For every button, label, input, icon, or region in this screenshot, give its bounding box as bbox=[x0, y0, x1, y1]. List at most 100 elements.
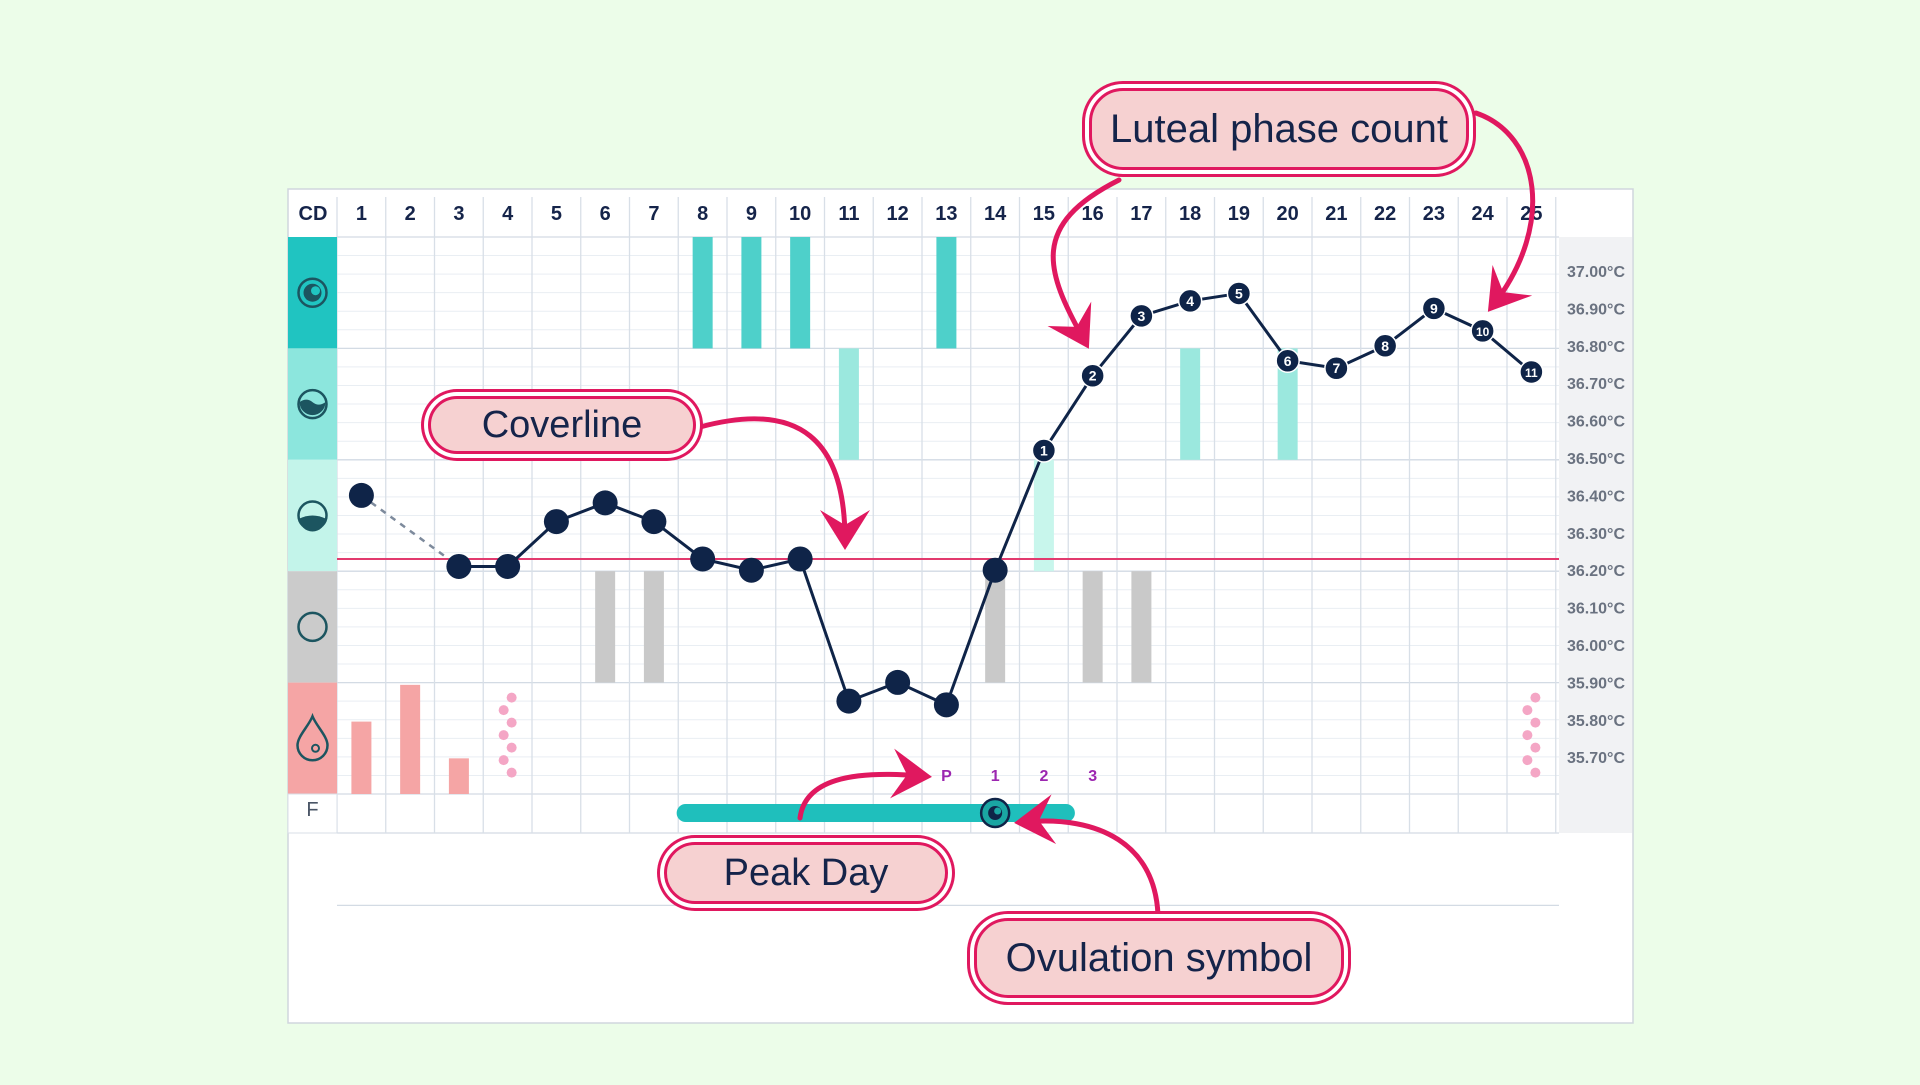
temperature-point bbox=[1031, 438, 1057, 463]
cycle-day-label: 20 bbox=[1277, 203, 1299, 225]
row-header-label: CD bbox=[299, 203, 328, 225]
bleeding-bar bbox=[351, 721, 372, 794]
spotting-dot bbox=[506, 717, 517, 728]
peak-day-label: 2 bbox=[1039, 768, 1048, 785]
cycle-day-label: 17 bbox=[1130, 203, 1152, 225]
temperature-tick-label: 35.90°C bbox=[1567, 675, 1625, 692]
row-header-cell bbox=[288, 682, 337, 794]
temperature-point bbox=[885, 669, 911, 695]
luteal-count-label: 9 bbox=[1430, 300, 1438, 316]
temperature-point bbox=[1129, 303, 1154, 329]
bleeding-bar bbox=[400, 684, 421, 794]
temperature-tick-label: 36.90°C bbox=[1567, 301, 1625, 318]
temperature-tick-label: 36.70°C bbox=[1567, 376, 1625, 393]
cycle-day-label: 7 bbox=[648, 203, 659, 225]
luteal-count-label: 4 bbox=[1186, 293, 1194, 309]
spotting-dot bbox=[498, 755, 509, 766]
temperature-tick-label: 36.50°C bbox=[1567, 451, 1625, 468]
temperature-point bbox=[690, 546, 716, 572]
cycle-day-label: 14 bbox=[984, 203, 1007, 225]
drop-inner-dot bbox=[311, 743, 320, 753]
cycle-day-label: 15 bbox=[1033, 203, 1055, 225]
temperature-point bbox=[348, 482, 374, 508]
peak-day-label: 3 bbox=[1088, 768, 1097, 785]
temperature-point bbox=[738, 557, 764, 583]
cycle-day-label: 16 bbox=[1082, 203, 1104, 225]
cycle-day-label: 5 bbox=[551, 203, 562, 225]
temperature-point bbox=[1080, 363, 1105, 388]
observation-bar bbox=[1033, 459, 1054, 572]
luteal-count-label: 3 bbox=[1138, 308, 1146, 324]
temperature-tick-label: 36.10°C bbox=[1567, 601, 1625, 618]
cycle-day-label: 4 bbox=[502, 203, 514, 225]
cycle-day-label: 22 bbox=[1374, 203, 1396, 225]
spotting-dot bbox=[1530, 742, 1541, 753]
cycle-day-label: 6 bbox=[600, 203, 611, 225]
callout-coverline-label: Coverline bbox=[481, 403, 643, 446]
temperature-point bbox=[1421, 296, 1447, 321]
temperature-point bbox=[1324, 355, 1349, 381]
annotation-arrow bbox=[1473, 110, 1536, 312]
temperature-point bbox=[1519, 359, 1544, 385]
spotting-dot bbox=[506, 742, 517, 753]
temperature-tick-label: 36.80°C bbox=[1567, 339, 1625, 356]
luteal-count-label: 7 bbox=[1333, 360, 1341, 376]
cycle-day-label: 10 bbox=[789, 203, 811, 225]
annotation-arrow bbox=[697, 416, 870, 550]
observation-bar bbox=[1180, 348, 1201, 460]
observation-bar bbox=[838, 348, 859, 460]
peak-day-label: P bbox=[941, 768, 952, 785]
bleeding-bar bbox=[448, 758, 469, 794]
spotting-dot bbox=[1522, 755, 1533, 766]
ovulation-symbol-highlight bbox=[994, 807, 1002, 815]
temp-axis-band bbox=[1559, 237, 1632, 833]
luteal-count-label: 6 bbox=[1284, 353, 1292, 369]
temperature-point bbox=[543, 509, 569, 535]
temperature-point bbox=[933, 692, 959, 718]
egg-white-mucus-icon bbox=[297, 277, 328, 308]
temperature-point bbox=[1470, 318, 1495, 344]
observation-bar bbox=[790, 237, 811, 349]
callout-peak-label: Peak Day bbox=[723, 851, 889, 894]
icon-fill bbox=[299, 399, 326, 416]
temperature-point bbox=[1177, 288, 1203, 314]
temperature-point bbox=[446, 553, 472, 579]
cycle-day-label: 1 bbox=[356, 203, 367, 225]
temperature-point bbox=[1372, 333, 1398, 359]
temperature-tick-label: 36.40°C bbox=[1567, 488, 1625, 505]
cycle-day-label: 12 bbox=[887, 203, 909, 225]
cycle-day-label: 11 bbox=[838, 203, 859, 225]
temperature-point bbox=[641, 509, 667, 535]
annotation-arrow bbox=[797, 748, 932, 821]
cycle-day-label: 24 bbox=[1472, 203, 1495, 225]
cycle-day-label: 21 bbox=[1325, 203, 1347, 225]
spotting-dot bbox=[506, 692, 517, 703]
spotting-dot bbox=[1530, 717, 1541, 728]
temperature-point bbox=[836, 688, 862, 714]
observation-bar bbox=[595, 571, 616, 683]
temperature-tick-label: 35.80°C bbox=[1567, 713, 1625, 730]
cycle-day-label: 19 bbox=[1228, 203, 1250, 225]
cycle-day-label: 18 bbox=[1179, 203, 1201, 225]
bleeding-drop-icon bbox=[296, 712, 329, 762]
icon-fill bbox=[299, 515, 326, 532]
fertile-row-header bbox=[287, 793, 338, 834]
temperature-point bbox=[592, 490, 618, 516]
luteal-count-label: 5 bbox=[1235, 285, 1243, 301]
luteal-count-label: 1 bbox=[1040, 443, 1048, 459]
temperature-point bbox=[982, 557, 1008, 583]
spotting-dot bbox=[1522, 705, 1533, 716]
temperature-tick-label: 36.30°C bbox=[1567, 526, 1625, 543]
callout-luteal-label: Luteal phase count bbox=[1109, 106, 1449, 151]
observation-bar bbox=[1131, 571, 1152, 683]
fertile-row-label: F bbox=[306, 799, 318, 821]
spotting-dot bbox=[1530, 767, 1541, 778]
temperature-point bbox=[1275, 348, 1300, 374]
cycle-day-label: 8 bbox=[697, 203, 708, 225]
callout-luteal-phase-count: Luteal phase count bbox=[1089, 88, 1469, 170]
callout-peak-day: Peak Day bbox=[664, 842, 948, 904]
spotting-dot bbox=[498, 705, 509, 716]
observation-bar bbox=[1277, 348, 1298, 460]
